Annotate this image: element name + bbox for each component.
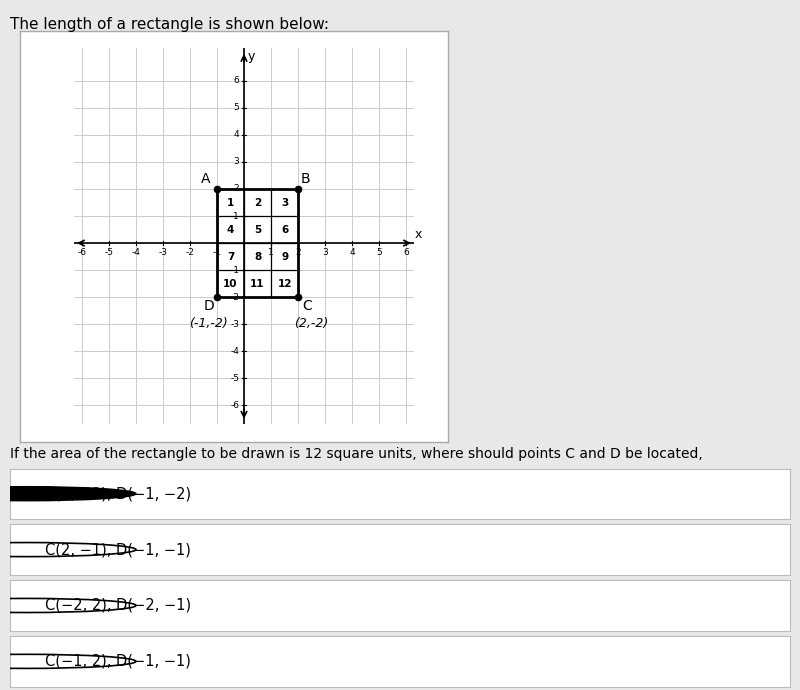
Text: 5: 5 (234, 104, 239, 112)
Text: 3: 3 (234, 157, 239, 166)
Text: 3: 3 (281, 197, 288, 208)
Text: 9: 9 (281, 252, 288, 262)
Text: (-1,-2): (-1,-2) (190, 317, 228, 331)
Text: y: y (247, 50, 254, 63)
Text: -6: -6 (77, 248, 86, 257)
Text: C(−1, 2), D(−1, −1): C(−1, 2), D(−1, −1) (45, 654, 190, 669)
Text: -5: -5 (104, 248, 114, 257)
Text: 1: 1 (268, 248, 274, 257)
Text: 1: 1 (227, 197, 234, 208)
Text: A: A (201, 172, 210, 186)
Text: C: C (302, 299, 312, 313)
Text: C(2, −2), D(−1, −2): C(2, −2), D(−1, −2) (45, 486, 191, 501)
Text: -3: -3 (158, 248, 167, 257)
Text: 8: 8 (254, 252, 261, 262)
Text: 12: 12 (278, 279, 292, 288)
Text: 6: 6 (403, 248, 409, 257)
Text: 1: 1 (234, 212, 239, 221)
Text: If the area of the rectangle to be drawn is 12 square units, where should points: If the area of the rectangle to be drawn… (10, 447, 702, 461)
Text: 2: 2 (254, 197, 261, 208)
Text: 5: 5 (376, 248, 382, 257)
Text: -3: -3 (230, 319, 239, 328)
Text: 4: 4 (226, 224, 234, 235)
Text: (2,-2): (2,-2) (294, 317, 329, 331)
Text: C(−2, 2), D(−2, −1): C(−2, 2), D(−2, −1) (45, 598, 191, 613)
Text: 4: 4 (234, 130, 239, 139)
Text: B: B (301, 172, 310, 186)
Text: 2: 2 (234, 184, 239, 193)
Text: -4: -4 (230, 347, 239, 356)
Text: 5: 5 (254, 224, 261, 235)
Circle shape (0, 486, 136, 501)
Text: 2: 2 (295, 248, 301, 257)
Text: 11: 11 (250, 279, 265, 288)
Text: -2: -2 (230, 293, 239, 302)
Text: 6: 6 (281, 224, 288, 235)
Text: 4: 4 (350, 248, 355, 257)
Text: 3: 3 (322, 248, 328, 257)
Text: -2: -2 (186, 248, 194, 257)
Text: -1: -1 (213, 248, 222, 257)
Text: -6: -6 (230, 401, 239, 410)
Text: C(2, −1), D(−1, −1): C(2, −1), D(−1, −1) (45, 542, 190, 557)
Text: 6: 6 (234, 77, 239, 86)
Text: -1: -1 (230, 266, 239, 275)
Text: 7: 7 (226, 252, 234, 262)
Text: -5: -5 (230, 374, 239, 383)
Text: 10: 10 (223, 279, 238, 288)
Text: D: D (203, 299, 214, 313)
Text: The length of a rectangle is shown below:: The length of a rectangle is shown below… (10, 17, 329, 32)
Text: x: x (415, 228, 422, 241)
Text: -4: -4 (131, 248, 140, 257)
